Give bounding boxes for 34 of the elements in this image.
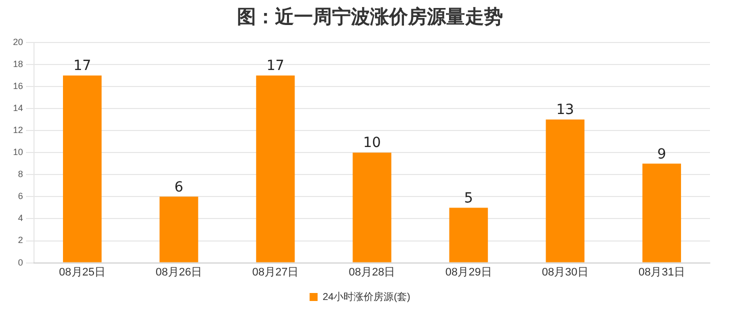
x-tick-label: 08月29日 xyxy=(445,266,492,278)
bar xyxy=(160,196,198,262)
bar xyxy=(352,152,392,262)
bar xyxy=(546,120,584,262)
y-tick-label: 0 xyxy=(18,257,24,268)
y-tick-label: 16 xyxy=(12,80,24,91)
x-tick-label: 08月30日 xyxy=(542,266,588,278)
data-label: 13 xyxy=(556,102,574,118)
y-tick-label: 20 xyxy=(12,36,24,47)
y-tick-label: 8 xyxy=(18,169,24,180)
x-tick-label: 08月26日 xyxy=(156,266,202,278)
data-label: 5 xyxy=(464,190,474,206)
x-tick-label: 08月27日 xyxy=(252,266,299,278)
y-tick-label: 12 xyxy=(12,125,24,136)
bar xyxy=(62,75,102,262)
data-label: 6 xyxy=(174,179,184,196)
x-tick-label: 08月28日 xyxy=(348,266,396,278)
chart-title: 图：近一周宁波涨价房源量走势 xyxy=(236,5,504,30)
data-label: 10 xyxy=(363,135,381,152)
data-label: 17 xyxy=(266,58,284,74)
y-tick-label: 6 xyxy=(18,191,24,202)
data-label: 17 xyxy=(73,58,92,74)
x-tick-label: 08月25日 xyxy=(59,266,106,278)
bar xyxy=(642,164,682,262)
data-label: 9 xyxy=(657,146,666,162)
bar xyxy=(256,75,295,262)
y-tick-label: 18 xyxy=(12,58,24,69)
y-tick-label: 2 xyxy=(18,235,24,246)
x-tick-label: 08月31日 xyxy=(638,266,685,278)
y-tick-label: 4 xyxy=(18,213,24,224)
y-tick-label: 14 xyxy=(12,103,24,114)
legend-label: 24小时涨价房源(套) xyxy=(322,290,410,303)
y-tick-label: 10 xyxy=(12,147,24,158)
bar xyxy=(449,208,488,262)
